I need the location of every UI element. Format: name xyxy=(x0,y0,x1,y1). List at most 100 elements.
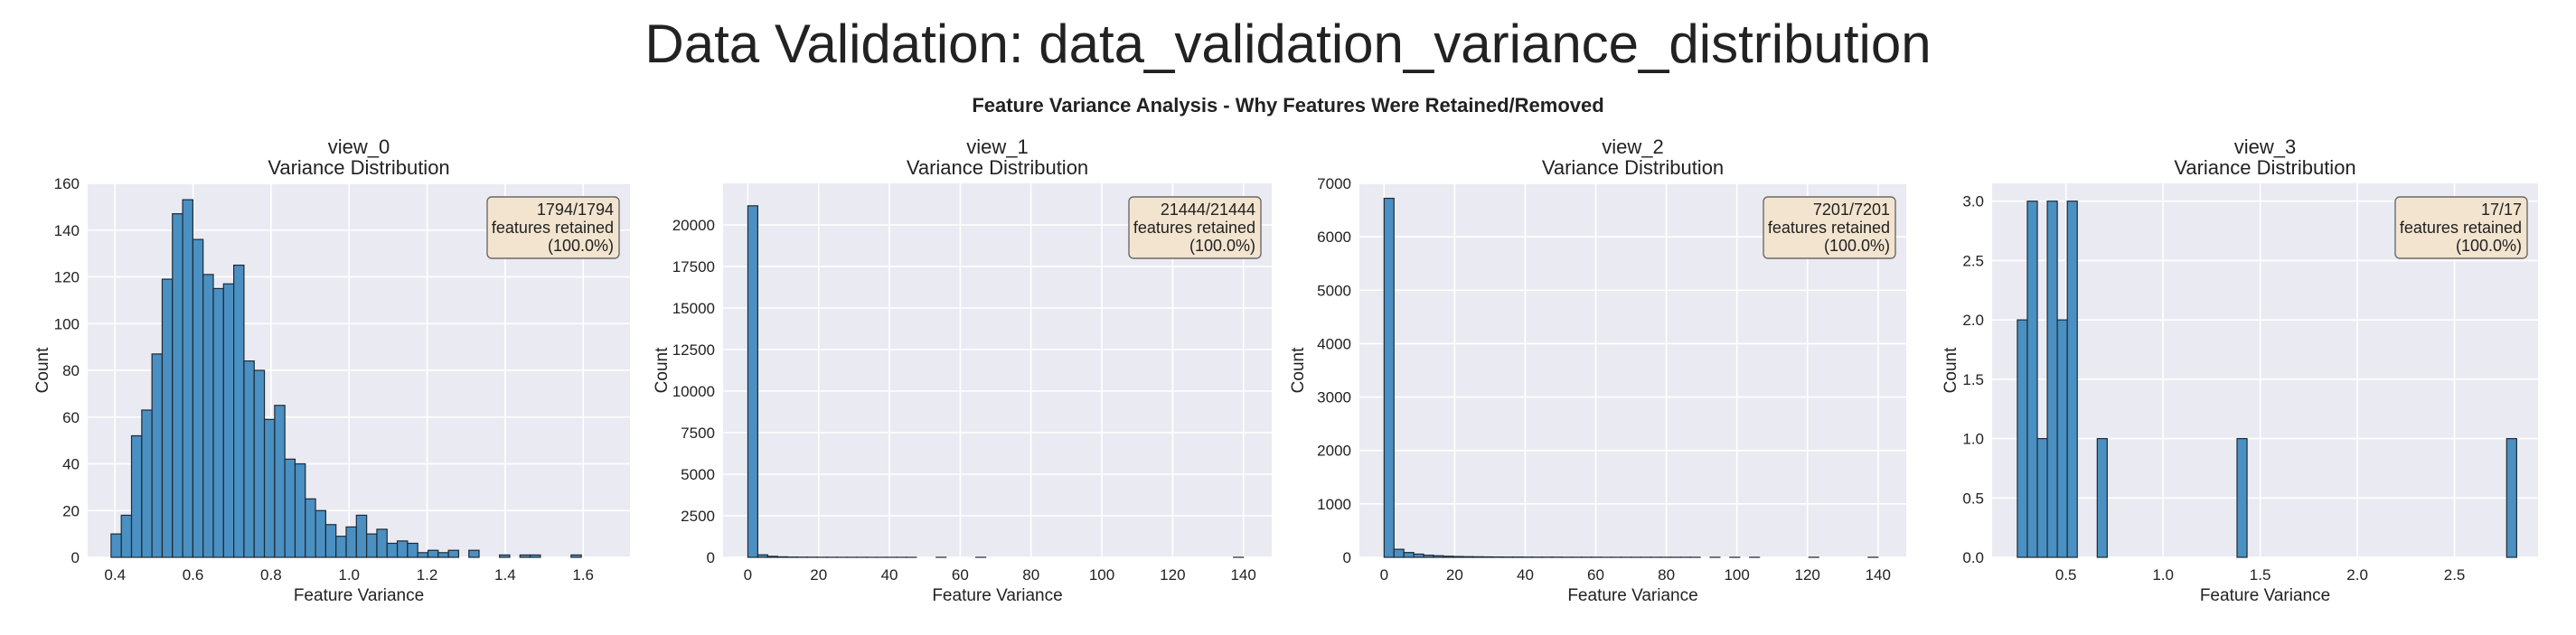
y-tick-label: 0 xyxy=(1343,549,1351,566)
x-tick-label: 0.4 xyxy=(104,566,126,584)
histogram-bar xyxy=(335,536,347,558)
panel-title: view_0 xyxy=(328,135,390,158)
x-tick-label: 1.4 xyxy=(494,566,516,584)
histogram-bar xyxy=(120,514,133,558)
histogram-bar xyxy=(519,554,531,558)
y-tick-label: 2.5 xyxy=(1962,252,1984,269)
histogram-bar xyxy=(499,554,511,558)
histogram-bar xyxy=(202,274,214,558)
histogram-bar xyxy=(1423,555,1434,558)
y-tick-label: 0.0 xyxy=(1962,549,1984,566)
y-tick-label: 1.0 xyxy=(1962,431,1984,448)
stats-label: features retained xyxy=(2400,219,2522,237)
histogram-bar xyxy=(2017,319,2028,558)
stats-box xyxy=(1128,196,1262,259)
stats-count: 7201/7201 xyxy=(1813,201,1890,219)
panel-title: view_3 xyxy=(2234,135,2296,158)
y-tick-label: 10000 xyxy=(672,383,715,400)
x-tick-label: 100 xyxy=(1724,566,1749,584)
histogram-bar xyxy=(324,524,337,558)
stats-percent: (100.0%) xyxy=(1189,237,1255,255)
panel-title: view_1 xyxy=(966,135,1028,158)
y-tick-label: 5000 xyxy=(681,466,715,483)
histogram-bar xyxy=(2046,201,2058,558)
histogram-bar xyxy=(315,509,326,558)
histogram-bar xyxy=(172,213,183,558)
histogram-bar xyxy=(141,409,153,558)
histogram-bar xyxy=(233,264,245,558)
y-tick-label: 80 xyxy=(62,362,80,379)
y-tick-label: 7000 xyxy=(1317,175,1351,192)
x-axis-label: Feature Variance xyxy=(1567,586,1697,605)
x-tick-label: 0 xyxy=(744,566,752,584)
histogram-bar xyxy=(570,554,582,558)
x-axis-label: Feature Variance xyxy=(294,586,424,605)
y-axis-label: Count xyxy=(33,347,52,393)
histogram-bar xyxy=(345,526,357,558)
main-title: Data Validation: data_validation_varianc… xyxy=(644,14,1932,74)
x-tick-label: 40 xyxy=(881,566,898,584)
y-tick-label: 17500 xyxy=(672,258,715,275)
x-tick-label: 40 xyxy=(1517,566,1534,584)
x-tick-label: 20 xyxy=(810,566,827,584)
histogram-bar xyxy=(2505,437,2517,558)
x-tick-label: 1.2 xyxy=(417,566,438,584)
x-tick-label: 1.0 xyxy=(2152,566,2174,584)
stats-percent: (100.0%) xyxy=(1824,237,1890,255)
y-tick-label: 3000 xyxy=(1317,389,1351,406)
histogram-bar xyxy=(182,199,193,558)
stats-box xyxy=(486,196,620,259)
x-tick-label: 60 xyxy=(952,566,969,584)
y-tick-label: 5000 xyxy=(1317,282,1351,299)
x-tick-label: 80 xyxy=(1022,566,1039,584)
y-tick-label: 3.0 xyxy=(1962,193,1984,210)
histogram-bar xyxy=(355,514,368,558)
x-tick-label: 20 xyxy=(1446,566,1463,584)
stats-percent: (100.0%) xyxy=(548,237,614,255)
panel-subtitle: Variance Distribution xyxy=(268,156,449,179)
x-tick-label: 1.6 xyxy=(572,566,594,584)
x-tick-label: 80 xyxy=(1658,566,1675,584)
x-tick-label: 120 xyxy=(1795,566,1820,584)
histogram-bar xyxy=(2036,437,2048,558)
histogram-bar xyxy=(161,278,174,558)
stats-label: features retained xyxy=(492,219,614,237)
y-tick-label: 20 xyxy=(62,502,80,519)
histogram-bar xyxy=(263,418,276,558)
histogram-bar xyxy=(407,542,418,558)
stats-count: 17/17 xyxy=(2481,201,2522,219)
histogram-bar xyxy=(253,369,266,558)
x-tick-label: 0.8 xyxy=(260,566,282,584)
stats-percent: (100.0%) xyxy=(2456,237,2522,255)
histogram-bar xyxy=(305,498,316,558)
histogram-bar xyxy=(427,549,439,558)
x-tick-label: 60 xyxy=(1587,566,1604,584)
histogram-bar xyxy=(747,205,758,558)
y-tick-label: 140 xyxy=(54,222,80,239)
histogram-bar xyxy=(417,552,429,558)
y-tick-label: 12500 xyxy=(672,341,715,359)
histogram-bar xyxy=(757,554,768,558)
x-tick-label: 140 xyxy=(1230,566,1255,584)
y-axis-label: Count xyxy=(1941,347,1960,393)
y-tick-label: 4000 xyxy=(1317,335,1351,352)
stats-count: 1794/1794 xyxy=(537,201,614,219)
stats-count: 21444/21444 xyxy=(1161,201,1255,219)
histogram-bar xyxy=(2066,201,2078,558)
histogram-bar xyxy=(386,542,399,558)
y-tick-label: 20000 xyxy=(672,217,715,234)
y-tick-label: 0 xyxy=(707,549,715,566)
panel-subtitle: Variance Distribution xyxy=(1542,156,1724,179)
panel-title: view_2 xyxy=(1602,135,1663,158)
y-tick-label: 15000 xyxy=(672,300,715,317)
y-tick-label: 0 xyxy=(71,549,80,566)
x-tick-label: 140 xyxy=(1866,566,1891,584)
histogram-bar xyxy=(294,462,306,558)
histogram-bar xyxy=(2096,437,2108,558)
x-tick-label: 0.6 xyxy=(183,566,204,584)
x-tick-label: 2.0 xyxy=(2346,566,2368,584)
histogram-bar xyxy=(274,405,286,558)
y-tick-label: 40 xyxy=(62,456,80,473)
histogram-bar xyxy=(222,283,235,558)
